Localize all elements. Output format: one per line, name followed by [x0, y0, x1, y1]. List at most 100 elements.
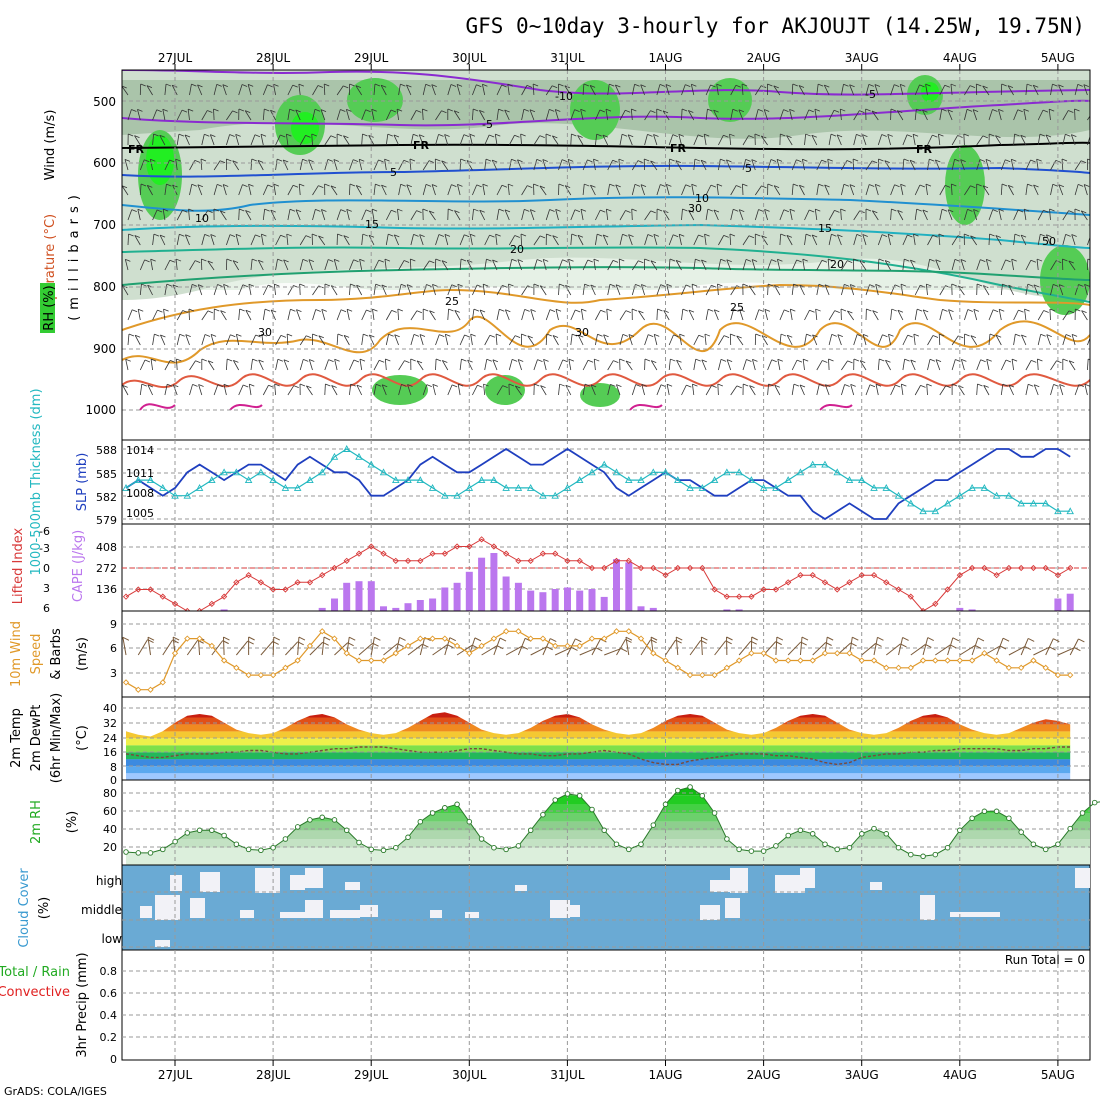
wind-barb	[496, 84, 503, 96]
wind-barb	[666, 384, 670, 396]
wind-barb	[171, 85, 178, 96]
wind-barb-flag	[410, 258, 416, 262]
wind-barb-flag	[1049, 308, 1056, 312]
wind-barb-flag	[343, 335, 350, 338]
wind-barb-flag	[869, 184, 875, 187]
wind-barb	[839, 109, 842, 121]
wind-barb	[262, 109, 265, 121]
thickness-point	[232, 468, 241, 476]
wind-barb	[484, 234, 490, 246]
thickness-point	[183, 491, 192, 499]
wind-barb	[960, 359, 965, 371]
wind-barb	[235, 134, 240, 146]
wind-barb	[406, 184, 412, 196]
contour-label: 30	[258, 326, 272, 339]
wind-barb-flag	[716, 83, 722, 87]
thickness-point	[968, 483, 976, 491]
rh2m-point	[515, 843, 522, 849]
wind10-speed-point	[968, 657, 976, 664]
thickness-point	[747, 476, 756, 484]
wind10-barb-flag	[1027, 637, 1035, 642]
wind-barb-flag	[593, 158, 599, 162]
wind-barb	[1083, 184, 1088, 196]
wind-barb	[605, 109, 609, 121]
wind-barb-flag	[992, 209, 998, 213]
wind-barb-flag	[156, 209, 163, 213]
wind10-speed-point	[711, 671, 718, 679]
wind-barb-flag	[964, 233, 970, 237]
wind-barb	[299, 359, 304, 371]
wind-barb-flag	[226, 158, 232, 162]
wind-barb	[902, 234, 908, 246]
rh2m-point	[331, 817, 338, 823]
wind-barb	[238, 384, 244, 396]
thickness-point	[269, 476, 277, 484]
wind10-barb-flag	[474, 637, 482, 642]
wind-barb-flag	[720, 158, 726, 162]
wind-barb	[457, 284, 461, 296]
wind10-barb-flag	[701, 636, 708, 641]
wind10-barb	[616, 639, 626, 656]
wind-barb-flag	[745, 259, 752, 262]
thickness-point	[1017, 499, 1025, 507]
wind-barb-flag	[995, 235, 1001, 238]
wind-barb	[925, 84, 928, 96]
rh2m-point	[135, 850, 142, 856]
wind-barb	[533, 359, 538, 371]
wind-barb-flag	[197, 84, 203, 88]
wind-barb-flag	[134, 334, 141, 338]
wind-barb-flag	[979, 159, 986, 162]
wind-barb	[137, 209, 141, 221]
rh-humid-patch	[570, 80, 620, 140]
wind-barb-flag	[600, 209, 606, 213]
wind-barb	[1084, 284, 1088, 296]
wind-barb-flag	[492, 159, 498, 163]
wind-barb	[1050, 384, 1054, 396]
wind10-barb	[419, 637, 426, 656]
wind10-barb	[922, 637, 929, 656]
wind-barb-flag	[222, 84, 228, 87]
wind-barb-flag	[774, 285, 780, 288]
wind-barb-flag	[328, 359, 334, 363]
wind-barb-flag	[999, 308, 1005, 312]
wind-barb	[875, 384, 879, 396]
wind-barb-flag	[884, 260, 891, 263]
wind-barb-flag	[425, 83, 431, 87]
wind-barb	[295, 209, 301, 221]
wind10-barb-flag	[550, 638, 557, 643]
wind10-barb	[186, 639, 199, 656]
thickness-point	[759, 483, 768, 491]
wind-barb-flag	[1027, 283, 1033, 287]
lifted-index-point	[981, 564, 988, 572]
wind-barb	[188, 209, 190, 221]
contour-label: 15	[365, 218, 379, 231]
wind-barb	[925, 184, 928, 196]
thickness-point	[980, 483, 989, 491]
wind-barb	[995, 335, 1002, 346]
wind-barb-flag	[423, 308, 429, 312]
wind-barb-flag	[460, 258, 467, 262]
wind-barb-flag	[742, 183, 748, 187]
wind-barb-flag	[343, 135, 349, 139]
wind-barb-flag	[1061, 158, 1068, 162]
wind-barb	[982, 185, 990, 196]
rh2m-point	[368, 846, 375, 853]
wind-barb-flag	[682, 308, 688, 312]
wind-barb	[693, 234, 699, 246]
wind10-barb	[910, 644, 926, 656]
thickness-point	[244, 476, 253, 484]
wind10-speed-point	[417, 635, 424, 642]
wind-barb	[618, 258, 621, 271]
wind-barb	[398, 260, 405, 271]
wind-barb-flag	[527, 335, 533, 339]
wind-barb	[398, 360, 405, 371]
wind-barb-flag	[508, 383, 515, 387]
rh2m-point	[748, 848, 755, 854]
wind-barb-flag	[622, 233, 628, 237]
wind-barb-flag	[530, 309, 536, 312]
wind-barb-flag	[239, 208, 245, 212]
wind-barb-flag	[166, 183, 172, 187]
wind-barb-flag	[941, 208, 948, 212]
wind-barb-flag	[372, 308, 378, 312]
slp-axis-label: SLP (mb)	[75, 453, 90, 512]
